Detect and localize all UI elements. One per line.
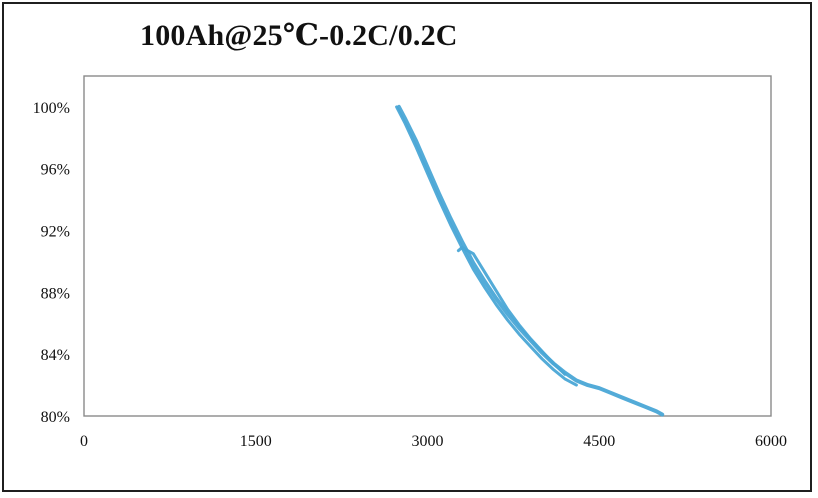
plot-area xyxy=(83,75,772,417)
y-tick-label: 96% xyxy=(41,162,70,179)
axes xyxy=(83,75,772,417)
y-tick-label: 92% xyxy=(41,224,70,241)
series-line xyxy=(456,246,567,376)
y-tick-label: 100% xyxy=(33,100,70,117)
tick-labels: 0 1500 3000 4500 6000 80% 84% 88% 92% 96% 100% xyxy=(33,100,787,450)
chart-title: 100Ah@25℃-0.2C/0.2C xyxy=(140,19,458,52)
x-tick-label: 4500 xyxy=(583,433,615,450)
series-layer xyxy=(395,104,665,417)
y-tick-label: 80% xyxy=(41,409,70,426)
series-line xyxy=(395,105,578,387)
x-tick-label: 3000 xyxy=(412,433,444,450)
x-tick-label: 6000 xyxy=(755,433,787,450)
y-tick-label: 84% xyxy=(41,347,70,364)
x-tick-label: 0 xyxy=(80,433,88,450)
y-tick-label: 88% xyxy=(41,285,70,302)
x-tick-label: 1500 xyxy=(240,433,272,450)
